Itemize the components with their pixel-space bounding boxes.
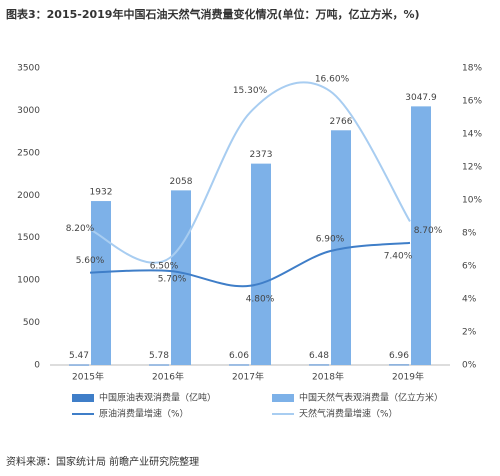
value-label: 6.48 bbox=[309, 351, 329, 361]
bar bbox=[389, 364, 409, 366]
x-tick-label: 2015年 bbox=[72, 371, 104, 383]
y2-tick-label: 10% bbox=[462, 196, 482, 206]
y-tick-label: 0 bbox=[34, 361, 40, 371]
bar bbox=[309, 364, 329, 366]
legend-label: 原油消费量增速（%） bbox=[99, 408, 189, 420]
y2-tick-label: 18% bbox=[462, 64, 482, 74]
legend-swatch bbox=[72, 394, 94, 402]
bar bbox=[69, 364, 89, 366]
value-label: 8.70% bbox=[414, 226, 443, 236]
value-label: 8.20% bbox=[66, 224, 95, 234]
value-label: 2058 bbox=[170, 177, 193, 187]
value-label: 3047.9 bbox=[405, 93, 437, 103]
line bbox=[89, 241, 411, 288]
bar bbox=[229, 364, 249, 366]
legend-label: 天然气消费量增速（%） bbox=[299, 408, 398, 420]
value-label: 16.60% bbox=[315, 75, 350, 85]
y2-tick-label: 6% bbox=[462, 262, 477, 272]
value-label: 5.47 bbox=[69, 351, 89, 361]
value-label: 7.40% bbox=[384, 251, 413, 261]
value-label: 1932 bbox=[90, 188, 113, 198]
value-label: 2373 bbox=[250, 150, 273, 160]
chart-title: 图表3：2015-2019年中国石油天然气消费量变化情况(单位：万吨，亿立方米，… bbox=[6, 7, 420, 21]
x-tick-label: 2018年 bbox=[312, 371, 344, 383]
bar bbox=[171, 190, 191, 365]
y2-tick-label: 2% bbox=[462, 328, 477, 338]
value-label: 5.60% bbox=[76, 256, 105, 266]
y-tick-label: 2500 bbox=[17, 148, 40, 158]
y2-tick-label: 0% bbox=[462, 361, 477, 371]
value-label: 6.06 bbox=[229, 351, 249, 361]
legend-swatch bbox=[272, 394, 294, 402]
y-tick-label: 3000 bbox=[17, 106, 40, 116]
value-label: 6.96 bbox=[389, 351, 409, 361]
bar bbox=[411, 106, 431, 365]
y2-tick-label: 14% bbox=[462, 130, 482, 140]
y-tick-label: 2000 bbox=[17, 191, 40, 201]
x-tick-label: 2017年 bbox=[232, 371, 264, 383]
source: 资料来源：国家统计局 前瞻产业研究院整理 bbox=[6, 455, 199, 468]
bar bbox=[251, 163, 271, 365]
x-tick-label: 2016年 bbox=[152, 371, 184, 383]
x-tick-label: 2019年 bbox=[392, 371, 424, 383]
bar bbox=[331, 130, 351, 365]
y2-tick-label: 4% bbox=[462, 295, 477, 305]
value-label: 5.78 bbox=[149, 351, 169, 361]
value-label: 15.30% bbox=[233, 86, 268, 96]
value-label: 5.70% bbox=[158, 274, 187, 284]
value-label: 2766 bbox=[330, 117, 353, 127]
bar bbox=[149, 364, 169, 366]
y2-tick-label: 8% bbox=[462, 229, 477, 239]
legend-label: 中国天然气表观消费量（亿立方米） bbox=[299, 392, 443, 404]
value-label: 6.90% bbox=[316, 235, 345, 245]
y-tick-label: 1000 bbox=[17, 276, 40, 286]
legend-label: 中国原油表观消费量（亿吨） bbox=[99, 392, 216, 404]
line bbox=[89, 81, 411, 264]
y-tick-label: 500 bbox=[23, 318, 40, 328]
value-label: 6.50% bbox=[150, 261, 179, 271]
y2-tick-label: 16% bbox=[462, 97, 482, 107]
y-tick-label: 1500 bbox=[17, 233, 40, 243]
y-tick-label: 3500 bbox=[17, 64, 40, 74]
bar bbox=[91, 201, 111, 365]
value-label: 4.80% bbox=[246, 294, 275, 304]
y2-tick-label: 12% bbox=[462, 163, 482, 173]
